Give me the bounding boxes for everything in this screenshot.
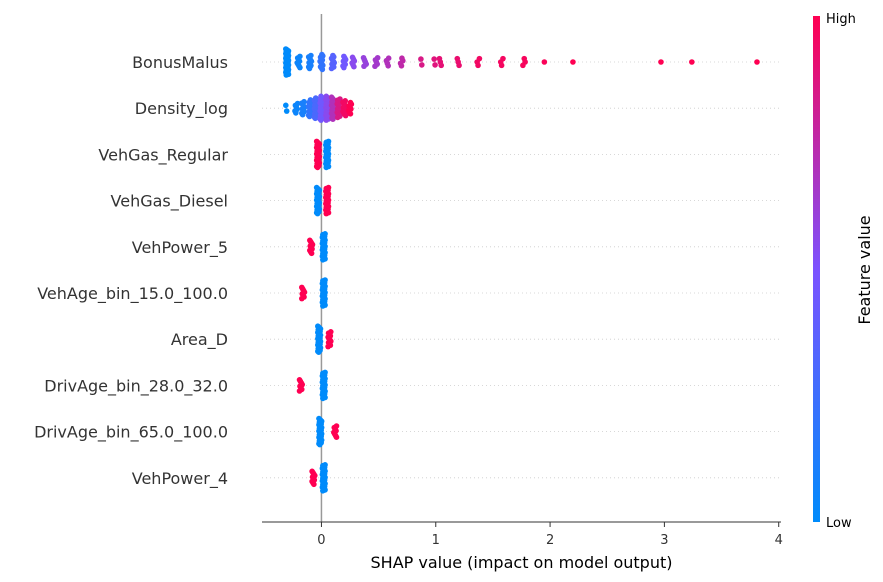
feature-label: Density_log: [135, 99, 228, 119]
shap-point: [323, 210, 330, 217]
shap-point: [317, 441, 323, 448]
data-points: [283, 46, 760, 494]
shap-point: [314, 210, 321, 217]
x-tick-label: 1: [432, 533, 440, 548]
shap-point: [438, 62, 445, 69]
shap-point: [320, 488, 326, 494]
shap-point: [498, 62, 505, 69]
shap-point: [319, 66, 326, 73]
shap-point: [334, 114, 341, 121]
shap-point: [689, 59, 695, 65]
feature-label: VehAge_bin_15.0_100.0: [37, 284, 228, 304]
x-tick-label: 3: [660, 533, 668, 548]
feature-label: VehPower_5: [132, 238, 228, 258]
shap-point: [315, 349, 322, 356]
shap-point: [658, 59, 664, 65]
shap-point: [320, 303, 326, 309]
shap-point: [398, 63, 405, 69]
x-axis-title: SHAP value (impact on model output): [371, 553, 673, 572]
colorbar-low-label: Low: [826, 516, 852, 531]
shap-point: [318, 117, 324, 123]
shap-point: [306, 113, 313, 120]
shap-point: [330, 116, 336, 122]
colorbar-gradient: [813, 16, 820, 522]
feature-label: BonusMalus: [132, 53, 228, 72]
shap-point: [418, 56, 424, 62]
feature-labels: BonusMalus Density_log VehGas_Regular VehGa…: [34, 53, 228, 489]
x-tick-label: 2: [546, 533, 554, 548]
colorbar-high-label: High: [826, 12, 856, 27]
feature-label: DrivAge_bin_65.0_100.0: [34, 423, 228, 443]
x-tick-label: 0: [317, 533, 325, 548]
shap-point: [299, 295, 305, 302]
shap-point: [456, 62, 462, 69]
shap-point: [311, 481, 317, 488]
feature-gridlines: [262, 61, 781, 479]
shap-point: [520, 62, 526, 69]
shap-point: [570, 59, 576, 65]
feature-label: DrivAge_bin_28.0_32.0: [44, 376, 228, 396]
x-ticks: 0 1 2 3 4: [317, 522, 783, 548]
shap-point: [431, 56, 437, 62]
shap-point: [475, 62, 481, 69]
shap-point: [320, 257, 326, 263]
shap-point: [299, 111, 306, 118]
shap-point: [323, 164, 330, 171]
shap-point: [306, 65, 313, 72]
shap-point: [333, 434, 340, 441]
shap-point: [323, 117, 330, 123]
shap-point: [296, 388, 303, 394]
shap-point: [283, 102, 289, 109]
shap-point: [361, 63, 367, 70]
shap-point: [320, 395, 326, 402]
shap-point: [432, 62, 438, 68]
colorbar: High Low Feature value: [813, 12, 874, 531]
shap-point: [283, 108, 290, 114]
shap-point: [541, 59, 548, 65]
feature-label: VehGas_Diesel: [111, 192, 228, 212]
x-axis: 0 1 2 3 4 SHAP value (impact on model output…: [262, 521, 783, 572]
shap-point: [308, 250, 315, 257]
shap-point: [325, 343, 331, 350]
shap-point: [341, 64, 347, 71]
feature-label: Area_D: [171, 330, 228, 350]
colorbar-title: Feature value: [855, 215, 874, 324]
feature-label: VehGas_Regular: [98, 145, 228, 165]
x-tick-label: 4: [775, 533, 783, 548]
shap-point: [385, 63, 392, 69]
shap-point: [297, 64, 303, 71]
shap-point: [347, 111, 354, 117]
shap-point: [372, 63, 378, 70]
shap-point: [312, 115, 319, 122]
feature-label: VehPower_4: [132, 469, 228, 489]
shap-point: [283, 72, 290, 78]
shap-point: [342, 112, 349, 119]
shap-point: [293, 110, 299, 116]
shap-point: [419, 62, 425, 68]
shap-point: [351, 63, 357, 70]
shap-point: [328, 65, 335, 72]
shap-point: [314, 164, 321, 171]
shap-point: [754, 59, 760, 65]
